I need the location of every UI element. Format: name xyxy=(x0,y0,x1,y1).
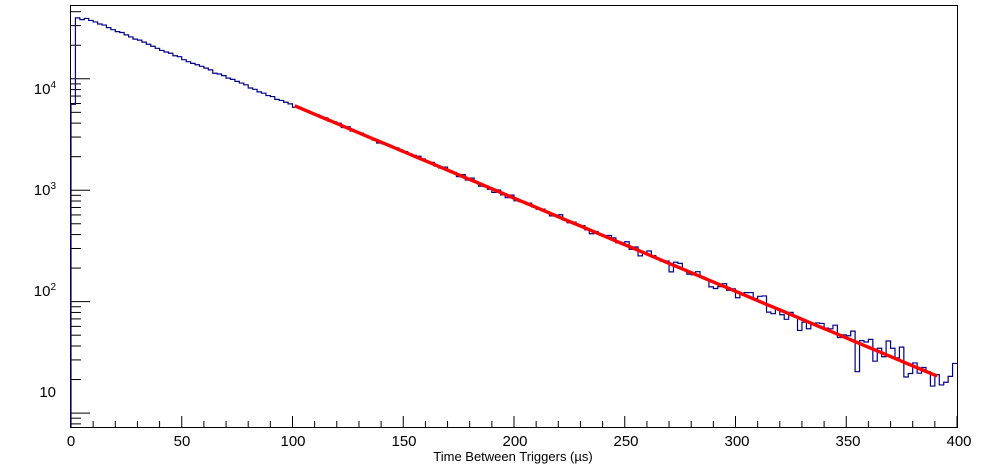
y-tick-label: 103 xyxy=(10,181,56,199)
x-tick-label: 50 xyxy=(173,433,191,450)
plot-frame xyxy=(70,5,958,428)
y-tick-base: 10 xyxy=(33,283,51,300)
x-tick-marks xyxy=(70,416,958,427)
x-tick-label: 100 xyxy=(280,433,306,450)
y-tick-exponent: 3 xyxy=(50,181,56,192)
data-layer xyxy=(70,17,957,427)
axis-ticks xyxy=(70,11,958,427)
y-tick-label: 10 xyxy=(10,384,56,400)
y-tick-label: 102 xyxy=(10,282,56,300)
x-tick-label: 150 xyxy=(391,433,417,450)
y-tick-label: 104 xyxy=(10,80,56,98)
y-tick-exponent: 4 xyxy=(50,80,56,91)
y-tick-base: 10 xyxy=(39,384,56,401)
y-tick-base: 10 xyxy=(33,81,51,98)
y-tick-base: 10 xyxy=(33,182,51,199)
x-tick-label: 250 xyxy=(613,433,639,450)
x-tick-label: 300 xyxy=(724,433,750,450)
y-tick-marks xyxy=(71,11,90,425)
fit-line xyxy=(294,104,938,378)
x-tick-label: 350 xyxy=(835,433,861,450)
x-axis-title: Time Between Triggers (µs) xyxy=(433,449,593,464)
x-tick-label: 400 xyxy=(946,433,972,450)
x-tick-label: 200 xyxy=(502,433,528,450)
histogram-trace xyxy=(70,17,957,427)
x-tick-label: 0 xyxy=(66,433,76,450)
y-tick-exponent: 2 xyxy=(50,282,56,293)
